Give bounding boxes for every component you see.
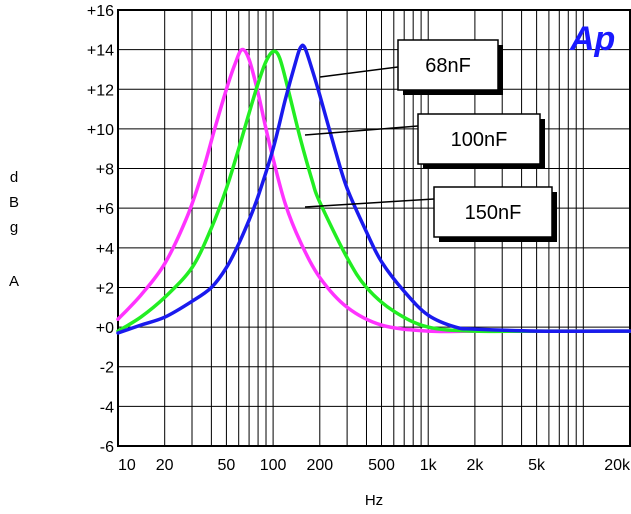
series-line bbox=[116, 49, 631, 334]
plot-frame bbox=[117, 9, 631, 447]
callout-label: 68nF bbox=[425, 55, 471, 77]
x-tick-label: 200 bbox=[306, 457, 333, 474]
series-line bbox=[116, 47, 631, 334]
x-tick-label: 2k bbox=[466, 457, 484, 474]
y-tick-label: +4 bbox=[96, 241, 114, 258]
tick-labels: +16 +14 +12 +10 +8 +6 +4 +2 +0 -2 -4 -610 20 50 100 200… bbox=[87, 3, 631, 474]
y-tick-label: +0 bbox=[96, 320, 114, 337]
y-axis-label-part: g bbox=[10, 219, 18, 236]
y-tick-label: -2 bbox=[100, 360, 114, 377]
callout-label: 150nF bbox=[465, 202, 522, 224]
series-line bbox=[116, 43, 631, 335]
y-axis-label: d B g A bbox=[9, 169, 19, 290]
y-tick-label: +14 bbox=[87, 43, 114, 60]
callout-box bbox=[417, 113, 541, 165]
callout-leader bbox=[304, 125, 419, 136]
y-tick-label: -6 bbox=[100, 439, 114, 456]
y-tick-label: +6 bbox=[96, 201, 114, 218]
y-tick-label: +16 bbox=[87, 3, 114, 20]
y-tick-label: +12 bbox=[87, 82, 114, 99]
x-tick-label: 20k bbox=[604, 457, 631, 474]
x-tick-label: 10 bbox=[118, 457, 136, 474]
y-tick-label: -4 bbox=[100, 399, 114, 416]
x-tick-label: 1k bbox=[420, 457, 438, 474]
callout-box bbox=[433, 186, 553, 238]
y-tick-label: +2 bbox=[96, 280, 114, 297]
y-tick-label: +10 bbox=[87, 122, 114, 139]
x-tick-label: 20 bbox=[156, 457, 174, 474]
y-tick-label: +8 bbox=[96, 162, 114, 179]
series-lines bbox=[116, 43, 631, 335]
x-tick-label: 50 bbox=[218, 457, 236, 474]
grid bbox=[118, 10, 630, 446]
x-axis-label: Hz bbox=[365, 492, 383, 509]
callout-label: 100nF bbox=[451, 129, 508, 151]
callout-box bbox=[397, 39, 499, 91]
x-tick-label: 100 bbox=[260, 457, 287, 474]
callout-leader bbox=[304, 198, 435, 208]
y-axis-label-part: d bbox=[10, 169, 18, 186]
x-tick-label: 5k bbox=[528, 457, 546, 474]
callout-leader bbox=[319, 66, 399, 78]
y-axis-label-part: A bbox=[9, 273, 19, 290]
callouts: 68nF 100nF 150nF bbox=[304, 39, 557, 242]
y-axis-label-part: B bbox=[9, 194, 19, 211]
ap-logo: Ap bbox=[569, 20, 615, 58]
x-tick-label: 500 bbox=[368, 457, 395, 474]
